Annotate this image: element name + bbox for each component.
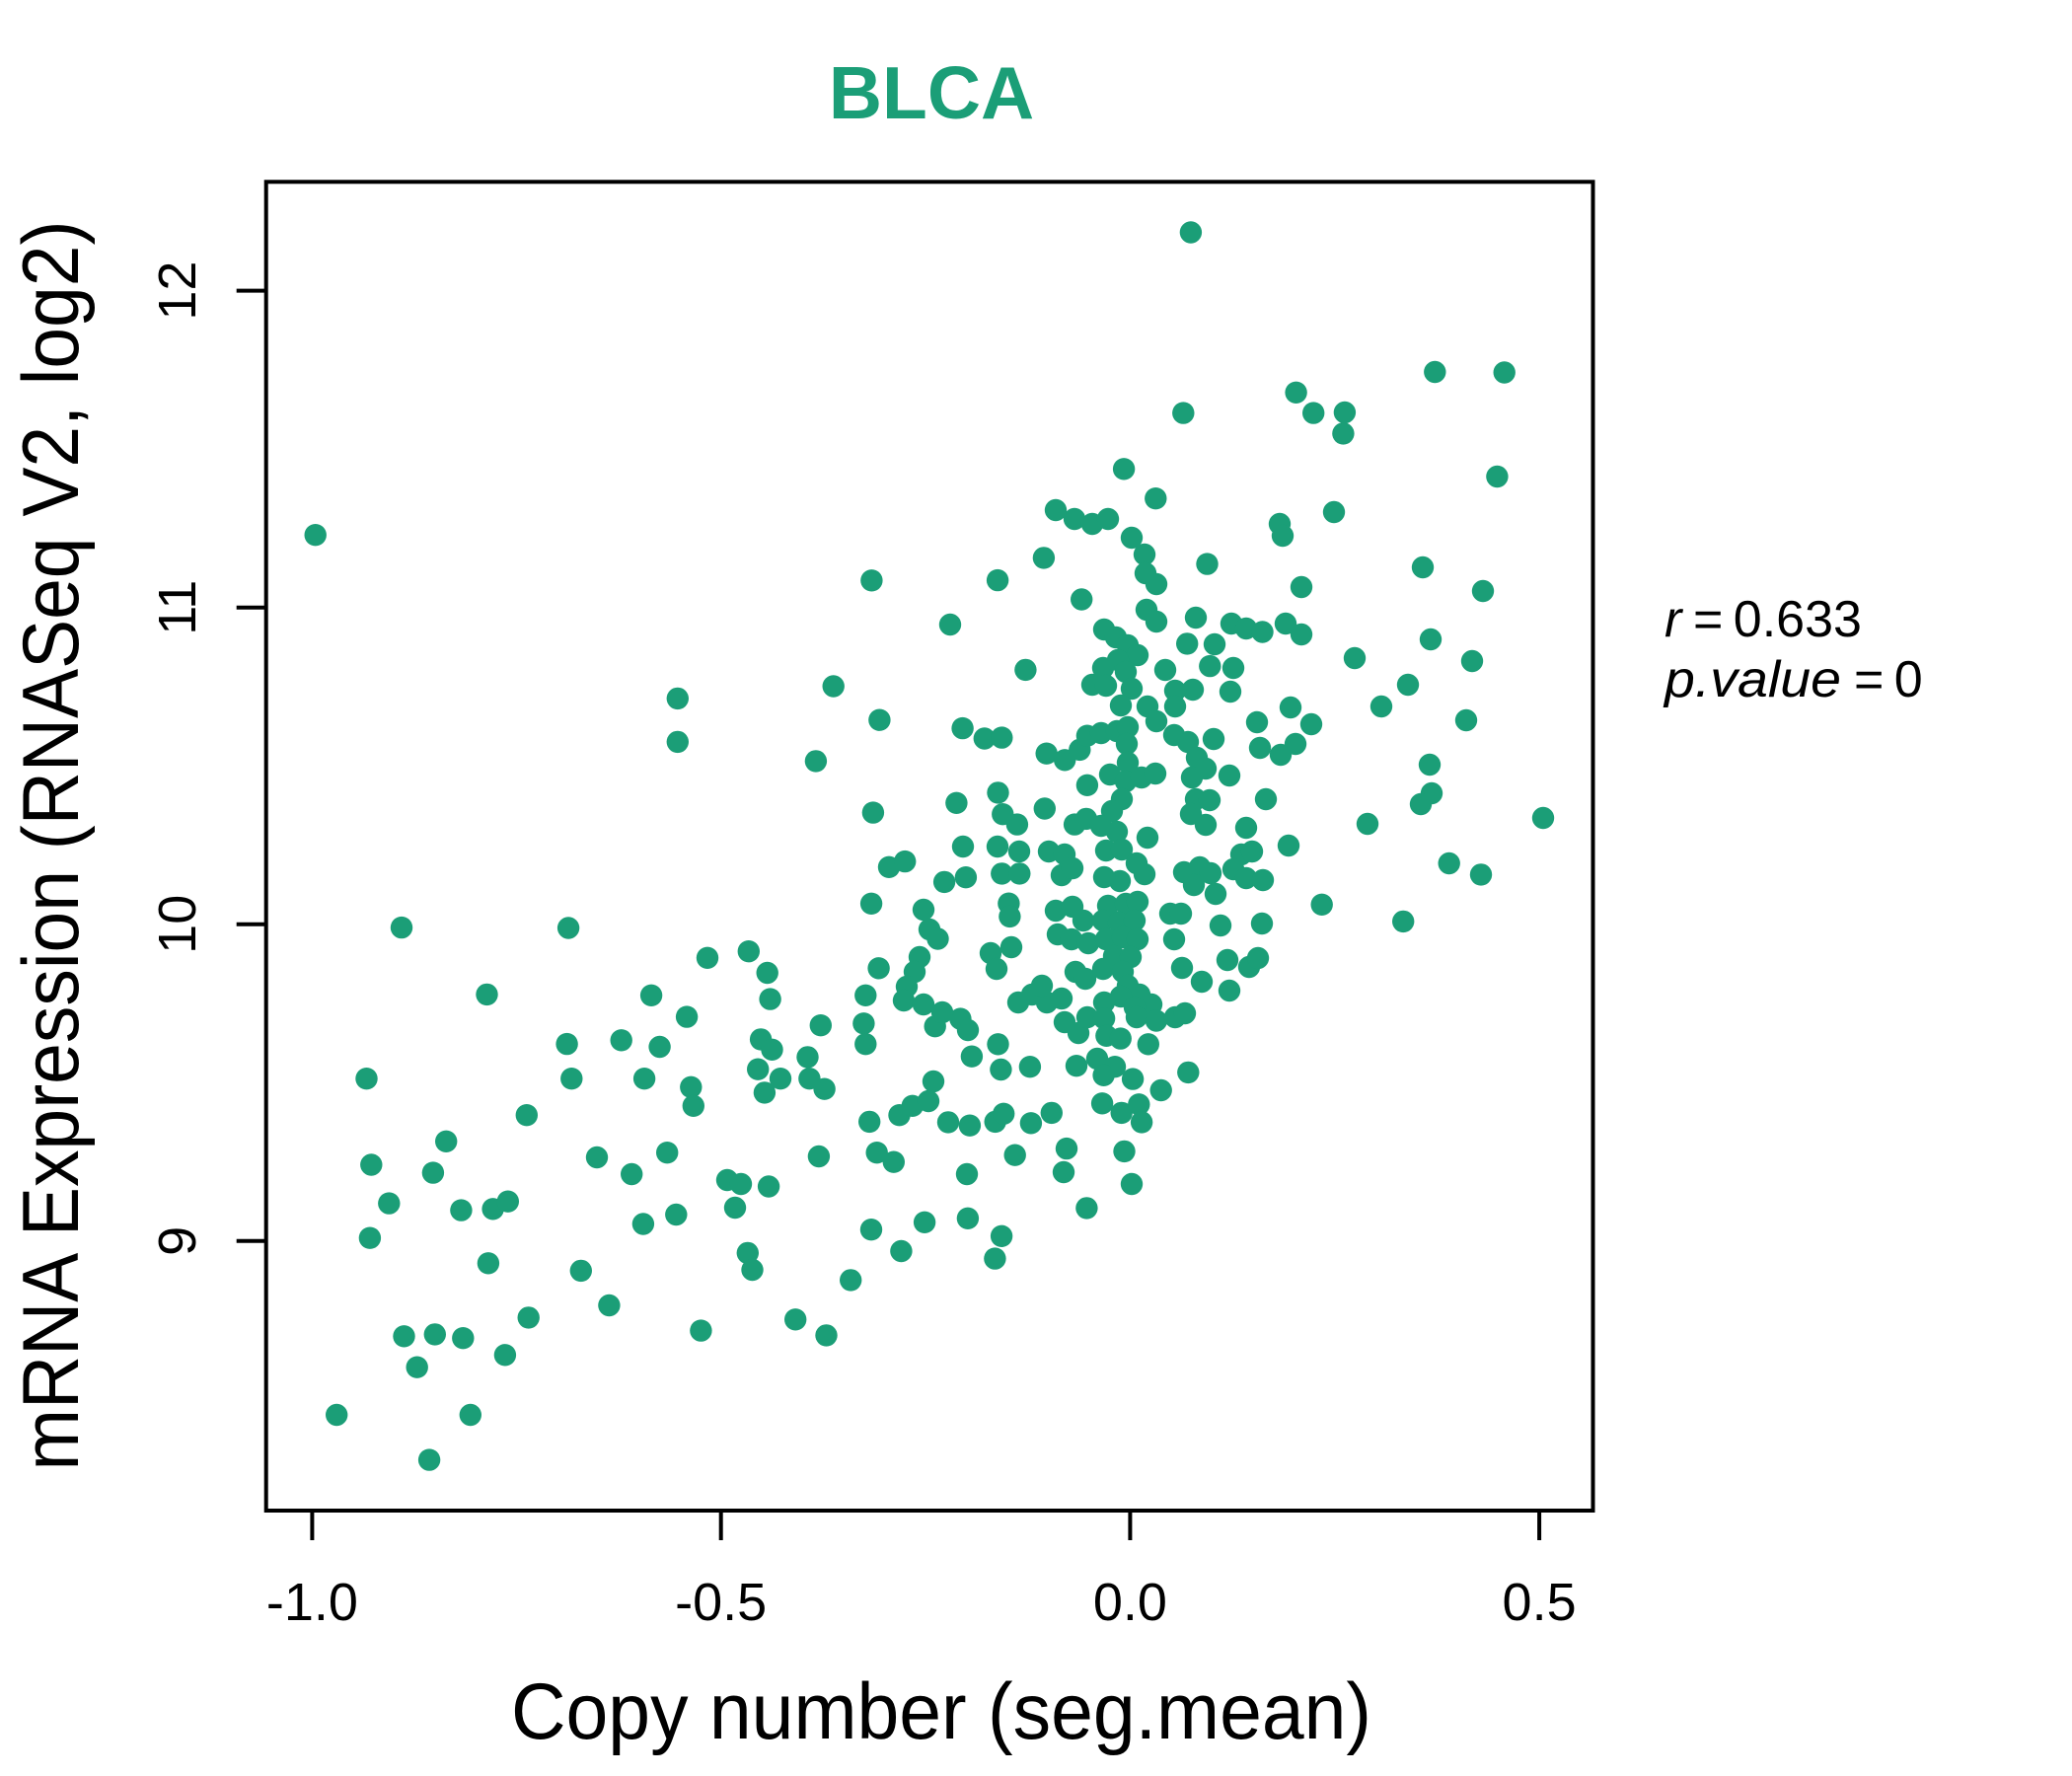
- svg-text:-0.5: -0.5: [675, 1573, 767, 1632]
- svg-text:11: 11: [148, 580, 207, 635]
- svg-text:0.0: 0.0: [1093, 1573, 1167, 1632]
- svg-text:r: r: [1665, 591, 1684, 648]
- svg-text:= 0.633: = 0.633: [1693, 591, 1862, 648]
- svg-text:10: 10: [148, 895, 207, 954]
- svg-text:= 0: = 0: [1854, 651, 1923, 708]
- svg-text:0.5: 0.5: [1503, 1573, 1577, 1632]
- svg-text:-1.0: -1.0: [266, 1573, 358, 1632]
- svg-text:9: 9: [148, 1226, 207, 1256]
- svg-text:BLCA: BLCA: [829, 51, 1034, 134]
- svg-text:Copy number (seg.mean): Copy number (seg.mean): [511, 1667, 1371, 1756]
- svg-text:mRNA Expression (RNASeq V2, lo: mRNA Expression (RNASeq V2, log2): [7, 221, 96, 1471]
- svg-text:p.value: p.value: [1663, 651, 1841, 708]
- svg-text:12: 12: [148, 261, 207, 321]
